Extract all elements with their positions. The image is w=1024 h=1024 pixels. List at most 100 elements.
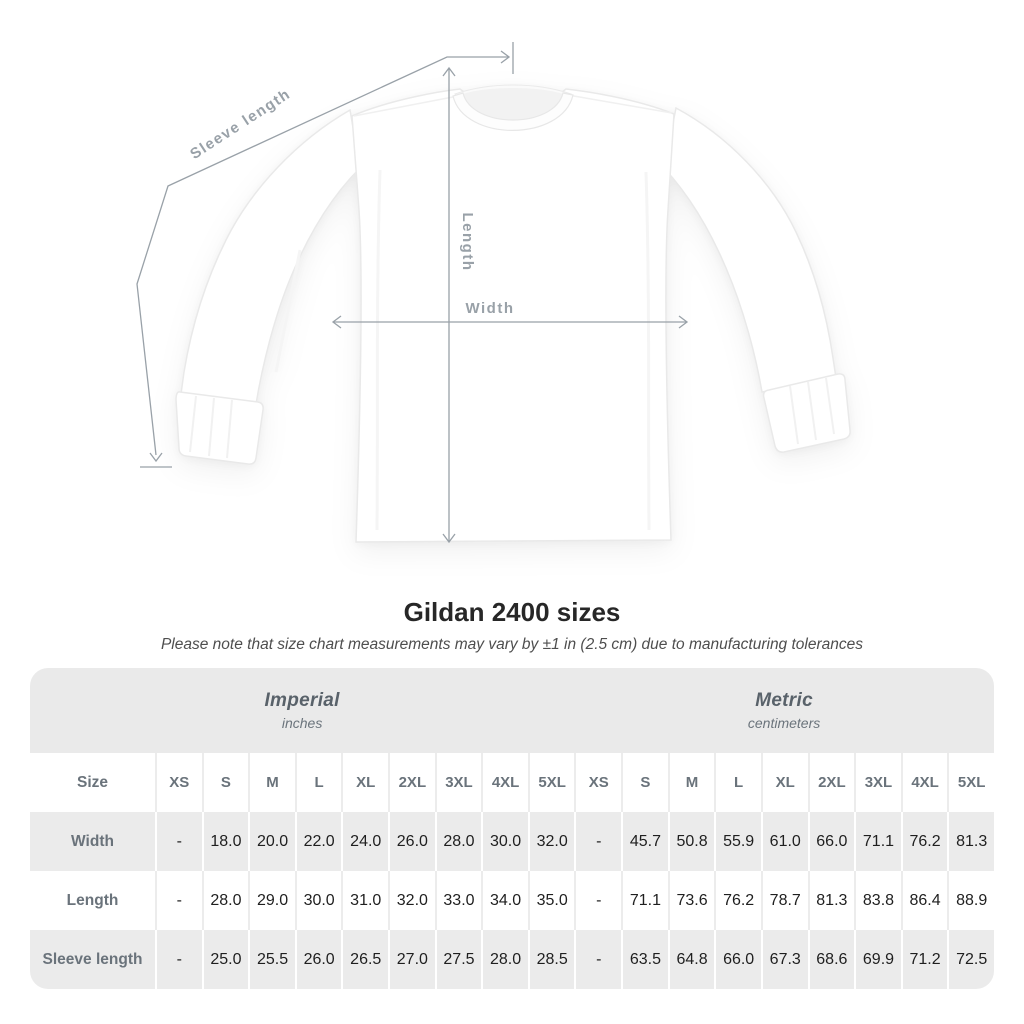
size-col-header: 4XL [900, 753, 948, 812]
cell-value: 86.4 [900, 871, 948, 930]
size-col-header: 3XL [434, 753, 482, 812]
shirt-fold-lines [274, 169, 651, 531]
imperial-header: Imperial [264, 690, 340, 711]
width-line [331, 315, 689, 329]
cell-value: 27.5 [434, 930, 482, 989]
cell-value: 68.6 [807, 930, 855, 989]
cell-value: 61.0 [760, 812, 808, 871]
cell-value: 28.0 [481, 930, 528, 989]
cell-value: 18.0 [201, 812, 249, 871]
cell-value: 24.0 [341, 812, 389, 871]
shirt-collar-ribbing [452, 92, 574, 131]
size-col-header: 2XL [807, 753, 855, 812]
cell-value: 26.0 [294, 930, 342, 989]
cell-value: 35.0 [527, 871, 575, 930]
cell-value: - [155, 812, 202, 871]
size-col-header: L [714, 753, 761, 812]
cell-value: 34.0 [481, 871, 528, 930]
cell-value: 63.5 [621, 930, 668, 989]
cell-value: 28.0 [201, 871, 249, 930]
shirt-illustration [175, 84, 851, 543]
cell-value: 83.8 [854, 871, 901, 930]
shirt-right-cuff-ribs [789, 377, 835, 445]
page-subtitle: Please note that size chart measurements… [160, 635, 864, 653]
cell-value: 32.0 [527, 812, 575, 871]
shirt-left-cuff-ribs [189, 395, 233, 459]
cell-value: 71.1 [621, 871, 668, 930]
size-col-header: 2XL [388, 753, 435, 812]
cell-value: 27.0 [388, 930, 435, 989]
size-grid: Size XS S M L XL 2XL 3XL 4XL 5XL XS S M L XL 2XL 3XL 4XL 5… [30, 753, 994, 989]
cell-value: 66.0 [714, 930, 761, 989]
cell-value: 30.0 [481, 812, 528, 871]
cell-value: 30.0 [294, 871, 342, 930]
cell-value: 29.0 [248, 871, 295, 930]
cell-value: 69.9 [854, 930, 901, 989]
unit-group-imperial: Imperial inches [30, 668, 574, 753]
size-col-header: XL [760, 753, 808, 812]
cell-value: 28.5 [527, 930, 575, 989]
cell-value: 76.2 [900, 812, 948, 871]
shirt-diagram: Sleeve length Length Width [136, 42, 851, 544]
cell-value: 26.0 [388, 812, 435, 871]
shirt-left-cuff [175, 391, 264, 465]
cell-value: 76.2 [714, 871, 761, 930]
cell-value: 25.5 [248, 930, 295, 989]
row-label: Sleeve length [30, 930, 155, 989]
cell-value: 71.2 [900, 930, 948, 989]
cell-value: - [155, 930, 202, 989]
cell-value: 25.0 [201, 930, 249, 989]
cell-value: - [155, 871, 202, 930]
shirt-shoulder-seams [353, 94, 673, 117]
cell-value: - [574, 930, 622, 989]
cell-value: 73.6 [667, 871, 715, 930]
cell-value: 20.0 [248, 812, 295, 871]
sleeve-length-label: Sleeve length [187, 85, 294, 163]
metric-unit-label: centimeters [747, 715, 821, 731]
metric-header: Metric [755, 690, 813, 711]
row-label: Length [30, 871, 155, 930]
size-col-header: XS [155, 753, 202, 812]
size-table: Imperial inches Metric centimeters Size X… [30, 668, 994, 989]
size-col-header: S [621, 753, 668, 812]
size-col-header: 4XL [481, 753, 528, 812]
cell-value: 31.0 [341, 871, 389, 930]
cell-value: 81.3 [947, 812, 994, 871]
cell-value: 67.3 [760, 930, 808, 989]
cell-value: - [574, 871, 622, 930]
sleeve-length-line [136, 42, 514, 468]
cell-value: 64.8 [667, 930, 715, 989]
length-label: Length [459, 213, 476, 272]
cell-value: 72.5 [947, 930, 994, 989]
title-block: Gildan 2400 sizes Please note that size … [0, 598, 1024, 654]
size-col-header: 3XL [854, 753, 901, 812]
cell-value: 66.0 [807, 812, 855, 871]
width-label: Width [465, 300, 514, 317]
size-col-header: M [248, 753, 295, 812]
cell-value: 78.7 [760, 871, 808, 930]
size-col-header: 5XL [947, 753, 994, 812]
cell-value: 45.7 [621, 812, 668, 871]
size-corner-label: Size [30, 753, 155, 812]
cell-value: 32.0 [388, 871, 435, 930]
shirt-collar-opening [463, 88, 563, 121]
size-col-header: XL [341, 753, 389, 812]
unit-band: Imperial inches Metric centimeters [30, 668, 994, 753]
size-col-header: M [667, 753, 715, 812]
cell-value: 81.3 [807, 871, 855, 930]
row-label: Width [30, 812, 155, 871]
shirt-right-sleeve [663, 106, 837, 393]
cell-value: 22.0 [294, 812, 342, 871]
size-col-header: S [201, 753, 249, 812]
unit-group-metric: Metric centimeters [574, 668, 994, 753]
cell-value: 33.0 [434, 871, 482, 930]
cell-value: 28.0 [434, 812, 482, 871]
cell-value: 88.9 [947, 871, 994, 930]
cell-value: 26.5 [341, 930, 389, 989]
cell-value: 55.9 [714, 812, 761, 871]
cell-value: - [574, 812, 622, 871]
imperial-unit-label: inches [281, 715, 323, 731]
size-col-header: 5XL [527, 753, 575, 812]
shirt-diagram-svg: Sleeve length Length Width [136, 42, 851, 544]
